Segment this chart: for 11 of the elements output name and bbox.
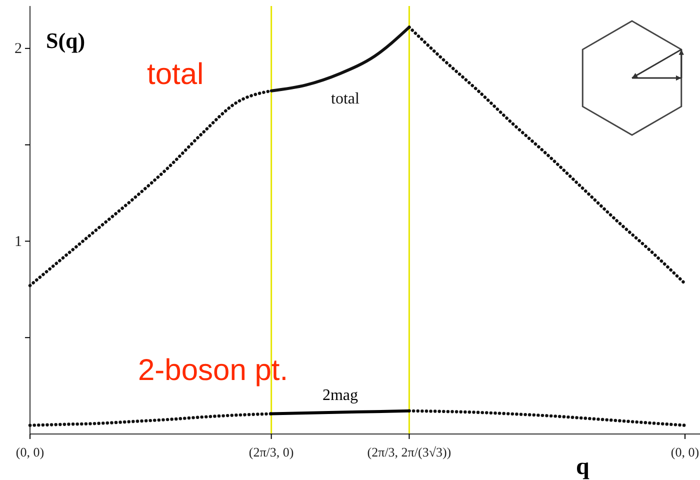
- annotation: total: [147, 58, 204, 91]
- y-tick-label: 2: [14, 41, 22, 58]
- x-tick-label: (2π/3, 2π/(3√3)): [367, 444, 452, 460]
- x-axis-title: q: [576, 454, 590, 480]
- y-axis-title: S(q): [46, 28, 86, 53]
- x-tick-label: (0, 0): [16, 444, 44, 460]
- y-tick-label: 1: [14, 234, 22, 250]
- x-tick-label: (2π/3, 0): [248, 444, 294, 460]
- series-label: 2mag: [322, 387, 358, 404]
- x-tick-label: (0, 0): [670, 444, 700, 460]
- series-label: total: [331, 90, 360, 108]
